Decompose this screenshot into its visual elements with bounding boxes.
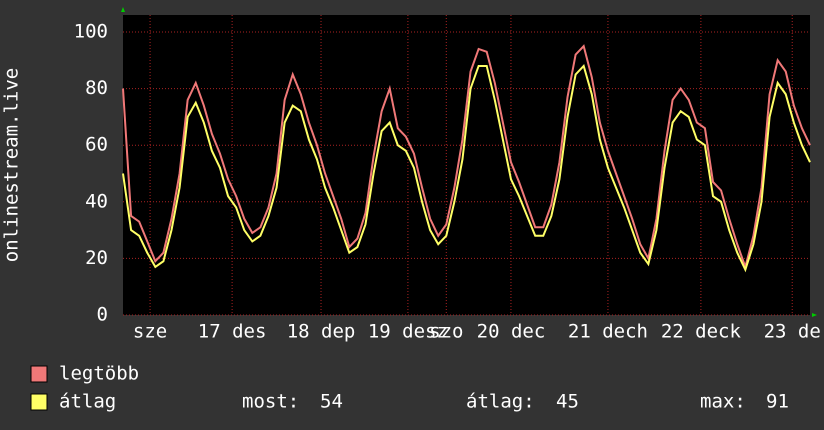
- x-tick-label: 22 deck: [661, 321, 742, 343]
- x-tick-label: 23 de: [764, 321, 821, 343]
- legend-swatch: [30, 365, 48, 383]
- stat-label: max:: [700, 391, 746, 413]
- x-tick-label: 18 dep: [287, 321, 356, 343]
- y-axis-label: onlinestream.live: [1, 68, 23, 262]
- stat-label: átlag:: [466, 391, 535, 413]
- legend-label: legtöbb: [59, 363, 139, 385]
- stat-value: 54: [320, 391, 343, 413]
- series-line: [122, 63, 811, 273]
- y-tick-label: 60: [85, 134, 108, 156]
- x-arrow: [812, 313, 817, 317]
- y-tick-label: 80: [85, 77, 108, 99]
- marks: [122, 44, 811, 273]
- x-tick-label: 19 desz: [368, 321, 448, 343]
- legend-label: átlag: [59, 391, 116, 413]
- plot-area: [123, 15, 810, 315]
- legend-swatch: [30, 393, 48, 411]
- series-line: [122, 44, 811, 271]
- stat-label: most:: [242, 391, 299, 413]
- y-arrow: [121, 7, 125, 12]
- x-tick-label: szo: [429, 321, 463, 343]
- x-tick-label: 17 des: [198, 321, 267, 343]
- stat-value: 91: [766, 391, 789, 413]
- y-tick-label: 20: [85, 247, 108, 269]
- stat-value: 45: [556, 391, 579, 413]
- x-tick-label: 20 dec: [477, 321, 546, 343]
- y-tick-label: 0: [97, 304, 108, 326]
- y-tick-label: 100: [74, 20, 108, 42]
- x-tick-label: sze: [133, 321, 167, 343]
- y-tick-label: 40: [85, 190, 108, 212]
- x-tick-label: 21 dech: [568, 321, 648, 343]
